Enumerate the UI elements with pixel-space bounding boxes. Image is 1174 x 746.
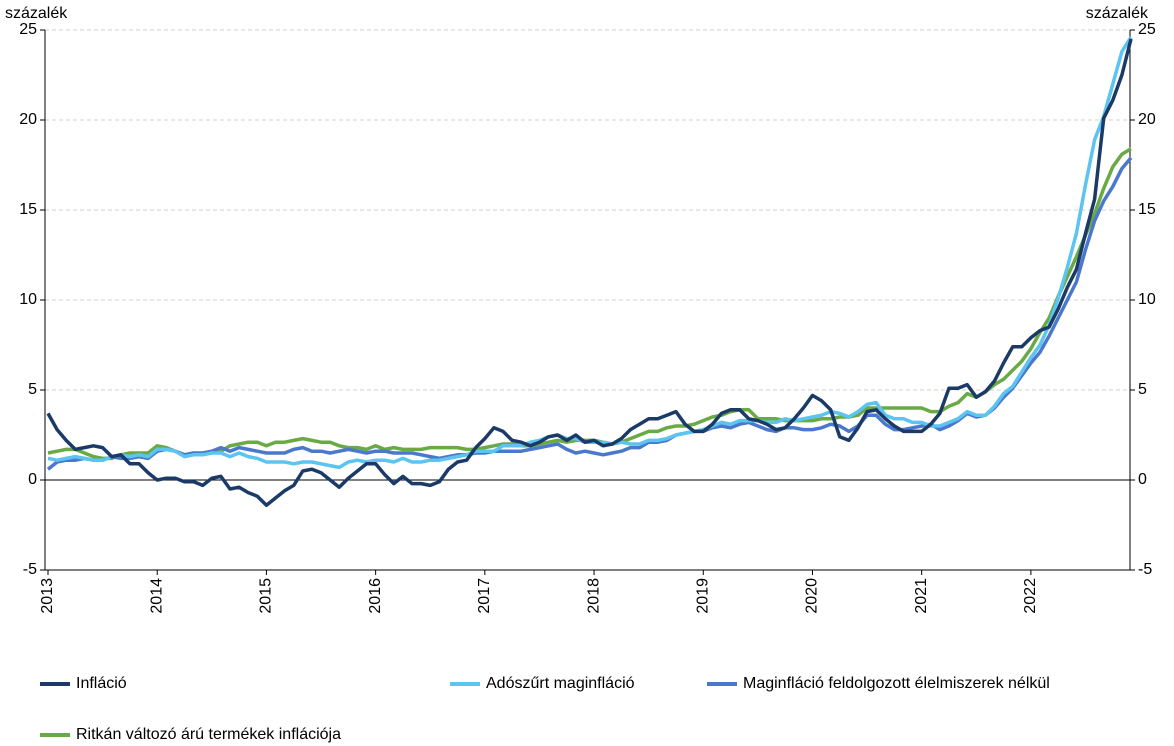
series-line xyxy=(47,36,1133,470)
y2-tick-label: 5 xyxy=(1138,381,1147,398)
series-line xyxy=(46,156,1133,471)
legend-label: Ritkán változó árú termékek inflációja xyxy=(76,726,341,743)
y2-tick-label: 15 xyxy=(1138,201,1156,218)
y-tick-label: 5 xyxy=(28,381,37,398)
y2-tick-label: 10 xyxy=(1138,291,1156,308)
y2-tick-label: -5 xyxy=(1138,561,1152,578)
x-tick-label: 2013 xyxy=(39,578,56,614)
legend-label: Infláció xyxy=(76,675,127,692)
x-tick-label: 2019 xyxy=(694,578,711,614)
legend-label: Maginfláció feldolgozott élelmiszerek né… xyxy=(743,675,1050,692)
x-tick-label: 2015 xyxy=(258,578,275,614)
y-axis-label: százalék xyxy=(5,5,68,22)
y-tick-label: 20 xyxy=(19,111,37,128)
legend-label: Adószűrt maginfláció xyxy=(486,675,635,692)
x-tick-label: 2017 xyxy=(476,578,493,614)
x-tick-label: 2014 xyxy=(148,578,165,614)
y2-tick-label: 0 xyxy=(1138,471,1147,488)
x-tick-label: 2021 xyxy=(913,578,930,614)
y2-tick-label: 25 xyxy=(1138,21,1156,38)
y2-tick-label: 20 xyxy=(1138,111,1156,128)
x-tick-label: 2016 xyxy=(367,578,384,614)
x-tick-label: 2018 xyxy=(585,578,602,614)
y-tick-label: 10 xyxy=(19,291,37,308)
series-line xyxy=(46,38,1133,507)
y-tick-label: -5 xyxy=(23,561,37,578)
x-tick-label: 2020 xyxy=(804,578,821,614)
y-tick-label: 25 xyxy=(19,21,37,38)
y-tick-label: 0 xyxy=(28,471,37,488)
y-tick-label: 15 xyxy=(19,201,37,218)
y2-axis-label: százalék xyxy=(1086,5,1149,22)
x-tick-label: 2022 xyxy=(1022,578,1039,614)
